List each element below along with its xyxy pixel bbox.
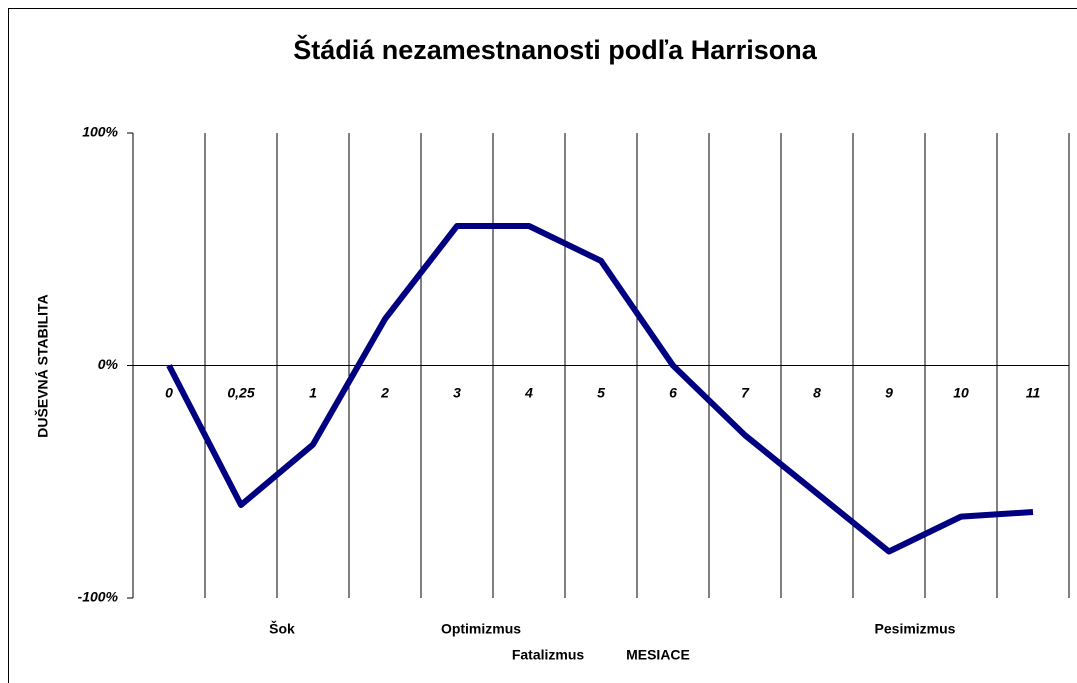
y-tick-label: -100%	[78, 589, 119, 605]
chart-frame	[8, 8, 1077, 683]
x-tick-label: 5	[597, 385, 605, 401]
x-tick-label: 7	[741, 385, 750, 401]
x-tick-label: 8	[813, 385, 821, 401]
x-tick-label: 10	[953, 385, 969, 401]
annotation: Fatalizmus	[512, 647, 585, 663]
annotation: Šok	[269, 620, 295, 637]
y-tick-label: 100%	[82, 124, 118, 140]
x-tick-label: 2	[380, 385, 389, 401]
x-tick-label: 3	[453, 385, 461, 401]
x-tick-label: 0,25	[227, 385, 254, 401]
x-tick-label: 9	[885, 385, 893, 401]
series-line	[166, 223, 1034, 555]
y-tick-label: 0%	[98, 356, 119, 372]
x-tick-label: 1	[309, 385, 317, 401]
annotation: Pesimizmus	[875, 621, 956, 637]
chart-title: Štádiá nezamestnanosti podľa Harrisona	[293, 34, 818, 65]
x-tick-label: 0	[165, 385, 173, 401]
annotation: Optimizmus	[441, 621, 521, 637]
x-tick-label: 6	[669, 385, 677, 401]
y-axis-title: DUŠEVNÁ STABILITA	[34, 294, 51, 437]
x-tick-label: 11	[1026, 385, 1041, 401]
x-tick-label: 4	[524, 385, 533, 401]
x-axis-title: MESIACE	[626, 647, 690, 663]
